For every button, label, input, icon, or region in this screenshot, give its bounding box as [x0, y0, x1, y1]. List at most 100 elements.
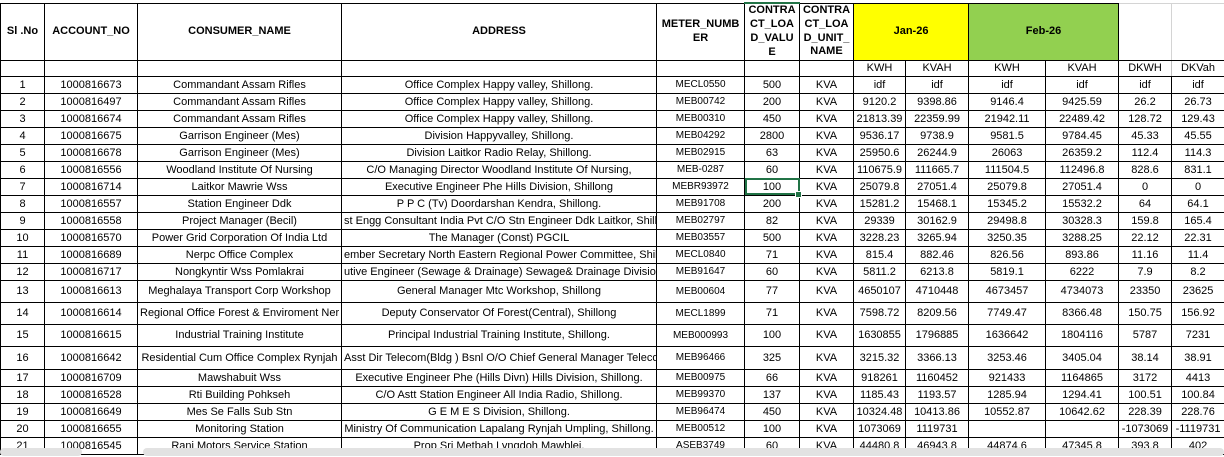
cell-meter[interactable]: MEB00310 [656, 109, 745, 128]
header-contract-load-unit-name[interactable]: CONTRACT_LOAD_UNIT_NAME [799, 2, 854, 61]
header-contract-load-value[interactable]: CONTRACT_LOAD_VALUE [744, 2, 800, 61]
cell-meter[interactable]: MEB99370 [656, 385, 745, 404]
cell-sl-no[interactable]: 7 [0, 177, 45, 196]
cell-feb-kwh[interactable]: 9581.5 [968, 126, 1047, 145]
cell-address[interactable]: Division Happyvalley, Shillong. [341, 126, 657, 145]
cell-feb-kvah[interactable]: 30328.3 [1045, 211, 1120, 230]
header-meter-number[interactable]: METER_NUMBER [656, 2, 745, 61]
cell-load-value[interactable]: 71 [744, 301, 800, 325]
cell-address[interactable]: Principal Industrial Training Institute,… [341, 323, 657, 347]
cell-dkvah[interactable]: 0 [1171, 177, 1224, 196]
cell-address[interactable]: G E M E S Division, Shillong. [341, 402, 657, 421]
cell-dkvah[interactable]: 45.55 [1171, 126, 1224, 145]
subheader-feb-kwh[interactable]: KWH [968, 59, 1047, 77]
cell-account-no[interactable]: 1000816673 [44, 75, 138, 94]
cell-dkwh[interactable]: idf [1118, 75, 1173, 94]
cell-account-no[interactable]: 1000816614 [44, 301, 138, 325]
cell-dkvah[interactable]: 38.91 [1171, 345, 1224, 370]
cell-consumer-name[interactable]: Mes Se Falls Sub Stn [137, 402, 342, 421]
subheader-dkwh[interactable]: DKWH [1118, 59, 1173, 77]
cell-meter[interactable]: MEB000993 [656, 323, 745, 347]
cell-meter[interactable]: MECL0840 [656, 245, 745, 264]
cell-feb-kwh[interactable]: 3250.35 [968, 228, 1047, 247]
cell-address[interactable]: Deputy Conservator Of Forest(Central), S… [341, 301, 657, 325]
cell-jan-kvah[interactable]: 882.46 [904, 245, 970, 264]
cell-dkwh[interactable]: 22.12 [1118, 228, 1173, 247]
cell-jan-kvah[interactable]: 1160452 [904, 368, 970, 387]
subheader-empty-cell[interactable] [137, 59, 342, 77]
cell-meter[interactable]: MEB04292 [656, 126, 745, 145]
cell-load-unit[interactable]: KVA [799, 177, 854, 196]
cell-account-no[interactable]: 1000816678 [44, 143, 138, 162]
cell-load-value[interactable]: 325 [744, 345, 800, 370]
cell-load-value[interactable]: 82 [744, 211, 800, 230]
cell-dkwh[interactable]: -1073069 [1118, 419, 1173, 438]
cell-meter[interactable]: MEB00512 [656, 419, 745, 438]
cell-load-unit[interactable]: KVA [799, 262, 854, 281]
subheader-feb-kvah[interactable]: KVAH [1045, 59, 1120, 77]
header-sl-no[interactable]: Sl .No [0, 2, 45, 61]
cell-dkwh[interactable]: 112.4 [1118, 143, 1173, 162]
selected-cell[interactable]: 100 [744, 177, 803, 198]
cell-feb-kvah[interactable]: 15532.2 [1045, 194, 1120, 213]
cell-sl-no[interactable]: 6 [0, 160, 45, 179]
cell-dkwh[interactable]: 100.51 [1118, 385, 1173, 404]
cell-load-value[interactable]: 500 [744, 228, 800, 247]
cell-feb-kvah[interactable]: 1804116 [1045, 323, 1120, 347]
cell-consumer-name[interactable]: Woodland Institute Of Nursing [137, 160, 342, 179]
cell-jan-kwh[interactable]: 25950.6 [853, 143, 906, 162]
cell-meter[interactable]: MEB00604 [656, 279, 745, 303]
cell-load-value[interactable]: 200 [744, 194, 800, 213]
cell-feb-kvah[interactable]: 1294.41 [1045, 385, 1120, 404]
cell-address[interactable]: Executive Engineer Phe Hills Division, S… [341, 177, 657, 196]
cell-jan-kwh[interactable]: 10324.48 [853, 402, 906, 421]
cell-account-no[interactable]: 1000816613 [44, 279, 138, 303]
cell-jan-kwh[interactable]: 4650107 [853, 279, 906, 303]
cell-address[interactable]: Division Laitkor Radio Relay, Shillong. [341, 143, 657, 162]
cell-consumer-name[interactable]: Nerpc Office Complex [137, 245, 342, 264]
cell-dkvah[interactable]: -1119731 [1171, 419, 1224, 438]
cell-meter[interactable]: MEB96474 [656, 402, 745, 421]
cell-dkvah[interactable]: 22.31 [1171, 228, 1224, 247]
cell-jan-kvah[interactable]: 26244.9 [904, 143, 970, 162]
cell-jan-kvah[interactable]: 3265.94 [904, 228, 970, 247]
cell-consumer-name[interactable]: Station Engineer Ddk [137, 194, 342, 213]
cell-meter[interactable]: MEB-0287 [656, 160, 745, 179]
cell-feb-kwh[interactable]: 3253.46 [968, 345, 1047, 370]
cell-jan-kwh[interactable]: 3215.32 [853, 345, 906, 370]
cell-meter[interactable]: MECL0550 [656, 75, 745, 94]
cell-feb-kwh[interactable]: 15345.2 [968, 194, 1047, 213]
subheader-jan-kwh[interactable]: KWH [853, 59, 906, 77]
cell-jan-kvah[interactable]: 1119731 [904, 419, 970, 438]
cell-address[interactable]: C/O Managing Director Woodland Institute… [341, 160, 657, 179]
cell-jan-kvah[interactable]: 30162.9 [904, 211, 970, 230]
cell-load-unit[interactable]: KVA [799, 211, 854, 230]
cell-address[interactable]: ember Secretary North Eastern Regional P… [341, 245, 657, 264]
cell-sl-no[interactable]: 14 [0, 301, 45, 325]
cell-sl-no[interactable]: 3 [0, 109, 45, 128]
cell-address[interactable]: utive Engineer (Sewage & Drainage) Sewag… [341, 262, 657, 281]
cell-address[interactable]: General Manager Mtc Workshop, Shillong [341, 279, 657, 303]
cell-feb-kvah[interactable] [1045, 419, 1120, 438]
cell-jan-kwh[interactable]: 918261 [853, 368, 906, 387]
cell-load-value[interactable]: 200 [744, 92, 800, 111]
cell-sl-no[interactable]: 5 [0, 143, 45, 162]
cell-feb-kvah[interactable]: 3405.04 [1045, 345, 1120, 370]
cell-dkvah[interactable]: 64.1 [1171, 194, 1224, 213]
cell-sl-no[interactable]: 11 [0, 245, 45, 264]
cell-consumer-name[interactable]: Rti Building Pohkseh [137, 385, 342, 404]
cell-dkvah[interactable]: 7231 [1171, 323, 1224, 347]
cell-feb-kvah[interactable]: 26359.2 [1045, 143, 1120, 162]
cell-dkwh[interactable]: 38.14 [1118, 345, 1173, 370]
cell-feb-kwh[interactable]: 1636642 [968, 323, 1047, 347]
cell-jan-kwh[interactable]: 1073069 [853, 419, 906, 438]
cell-dkvah[interactable]: 228.76 [1171, 402, 1224, 421]
cell-sl-no[interactable]: 20 [0, 419, 45, 438]
cell-consumer-name[interactable]: Meghalaya Transport Corp Workshop [137, 279, 342, 303]
cell-jan-kwh[interactable]: idf [853, 75, 906, 94]
cell-account-no[interactable]: 1000816570 [44, 228, 138, 247]
subheader-empty-cell[interactable] [0, 59, 45, 77]
cell-jan-kwh[interactable]: 1630855 [853, 323, 906, 347]
cell-account-no[interactable]: 1000816642 [44, 345, 138, 370]
cell-jan-kwh[interactable]: 21813.39 [853, 109, 906, 128]
